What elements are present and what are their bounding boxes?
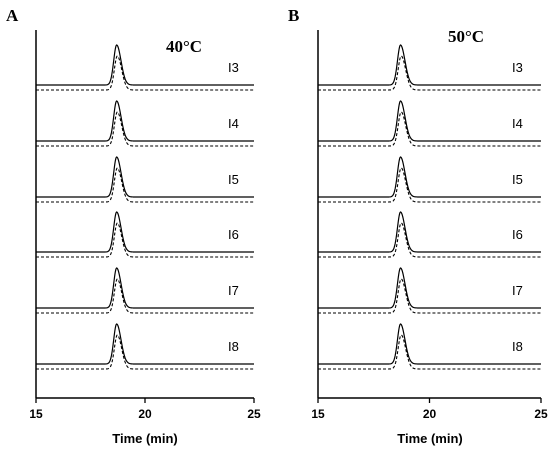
panel-b-tick-label-15: 15 (311, 407, 325, 421)
panel-a-label-i5: I5 (228, 172, 239, 187)
panel-b-label-i8: I8 (512, 339, 523, 354)
panel-a-trace-i5-solid (36, 156, 254, 198)
panel-b-temperature: 50°C (448, 27, 484, 46)
panel-a-label-i7: I7 (228, 283, 239, 298)
panel-b-trace-i5-dashed (318, 167, 541, 203)
panel-a-tick-label-25: 25 (247, 407, 261, 421)
panel-a-trace-i8-dashed (36, 334, 254, 370)
panel-a-trace-i6-dashed (36, 222, 254, 258)
panel-b-tick-label-20: 20 (423, 407, 437, 421)
panel-a-label-i6: I6 (228, 227, 239, 242)
panel-a-trace-i5-dashed (36, 167, 254, 203)
panel-b-trace-i4-dashed (318, 111, 541, 147)
panel-a-trace-i6-solid (36, 211, 254, 253)
panel-a-trace-i3-solid (36, 44, 254, 86)
panel-b-label-i3: I3 (512, 60, 523, 75)
panel-b-trace-i8-dashed (318, 334, 541, 370)
panel-a-trace-i4-dashed (36, 111, 254, 147)
panel-a-trace-i7-solid (36, 267, 254, 309)
panel-b-x-axis-title: Time (min) (397, 431, 463, 446)
panel-b-label-i4: I4 (512, 116, 523, 131)
panel-a-trace-i4-solid (36, 100, 254, 142)
panel-b-label-i6: I6 (512, 227, 523, 242)
panel-b-trace-i7-solid (318, 267, 541, 309)
panel-b-trace-i7-dashed (318, 278, 541, 314)
panel-a-tick-label-20: 20 (138, 407, 152, 421)
panel-b-trace-i5-solid (318, 156, 541, 198)
panel-a-trace-i8-solid (36, 323, 254, 365)
panel-b-trace-i8-solid (318, 323, 541, 365)
panel-b-tick-label-25: 25 (534, 407, 548, 421)
panel-a-ticks: 15 20 25 (29, 398, 261, 421)
panel-a-letter: A (6, 6, 19, 25)
panel-b-trace-i3-solid (318, 44, 541, 86)
panel-b-ticks: 15 20 25 (311, 398, 548, 421)
panel-a-label-i8: I8 (228, 339, 239, 354)
panel-b-letter: B (288, 6, 299, 25)
panel-b-trace-i3-dashed (318, 55, 541, 91)
panel-b-label-i5: I5 (512, 172, 523, 187)
panel-a-trace-i7-dashed (36, 278, 254, 314)
panel-a-label-i3: I3 (228, 60, 239, 75)
panel-a-trace-i3-dashed (36, 55, 254, 91)
panel-a-label-i4: I4 (228, 116, 239, 131)
panel-b-label-i7: I7 (512, 283, 523, 298)
panel-b-traces: I3 I4 I5 I6 I7 I8 (318, 44, 541, 370)
panel-b-trace-i6-dashed (318, 222, 541, 258)
panel-b-trace-i6-solid (318, 211, 541, 253)
panel-a-tick-label-15: 15 (29, 407, 43, 421)
panel-b: B 50°C I3 I4 I5 I6 I7 I8 15 20 25 Time (min) (288, 6, 548, 446)
panel-a-traces: I3 I4 I5 I6 I7 I8 (36, 44, 254, 370)
panel-a: A 40°C I3 I4 I5 I6 I7 I8 15 20 25 Time (min) (6, 6, 261, 446)
panel-b-trace-i4-solid (318, 100, 541, 142)
panel-a-x-axis-title: Time (min) (112, 431, 178, 446)
panel-a-temperature: 40°C (166, 37, 202, 56)
